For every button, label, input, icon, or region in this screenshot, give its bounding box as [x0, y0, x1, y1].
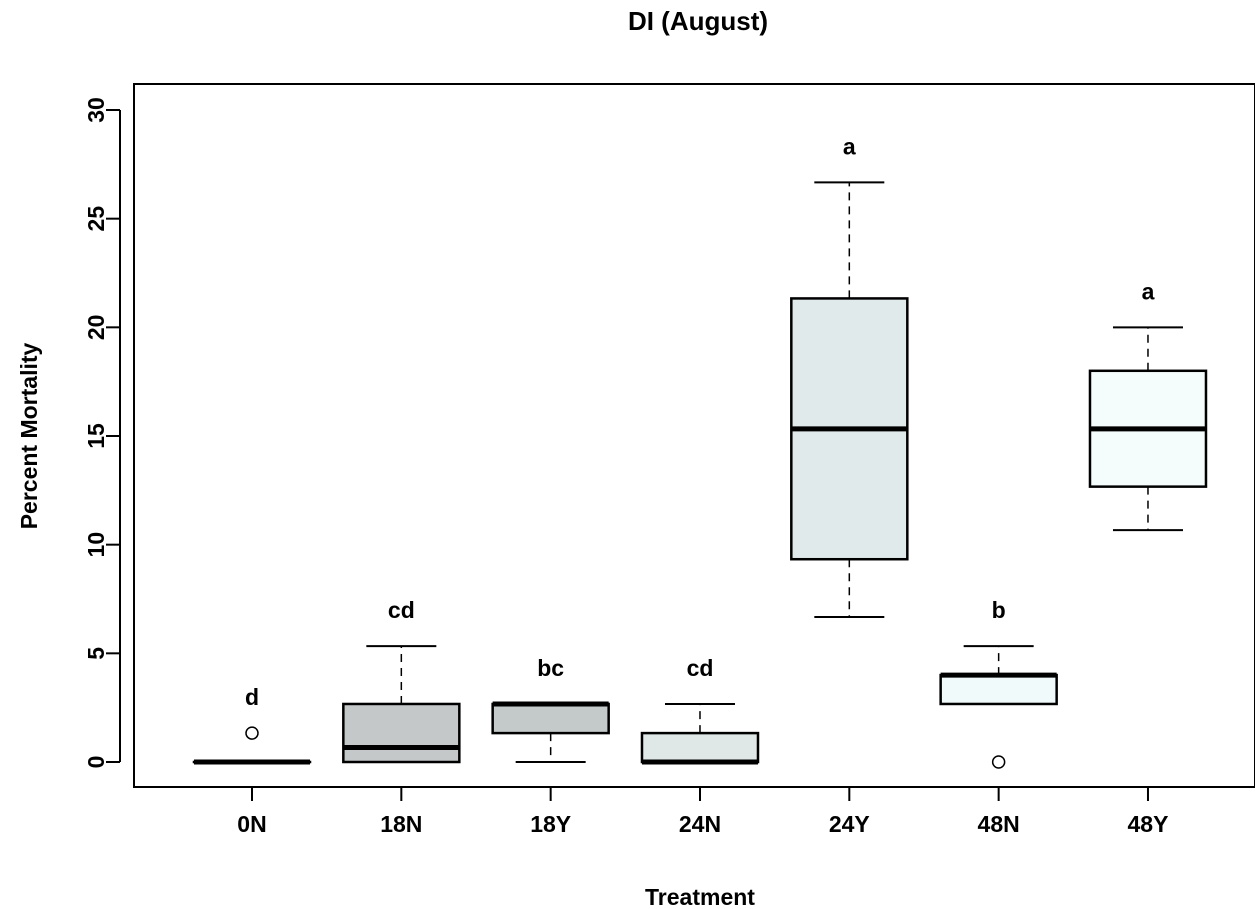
y-tick-label: 15: [83, 423, 109, 449]
significance-letter: cd: [687, 655, 714, 681]
y-tick-label: 0: [83, 756, 109, 769]
x-tick-label: 48Y: [1128, 811, 1169, 837]
box-iqr: [939, 673, 1058, 706]
y-axis: 0 5 10 15 20 25 30: [83, 97, 121, 769]
x-tick-label: 24N: [679, 811, 721, 837]
box-0N: d: [192, 684, 312, 765]
y-tick-label: 30: [83, 97, 109, 123]
outlier-point: [245, 726, 259, 740]
x-axis: 0N 18N 18Y 24N 24Y 48N 48Y: [237, 786, 1169, 837]
significance-letter: a: [1142, 278, 1155, 304]
x-tick-label: 48N: [978, 811, 1020, 837]
box-48Y: a: [1088, 278, 1208, 532]
significance-letter: cd: [388, 597, 415, 623]
x-tick-label: 24Y: [829, 811, 870, 837]
significance-letter: a: [843, 133, 856, 159]
y-tick-label: 20: [83, 315, 109, 341]
y-tick-label: 5: [83, 647, 109, 660]
box-24N: cd: [640, 655, 760, 765]
x-axis-label: Treatment: [645, 884, 755, 909]
y-tick-label: 25: [83, 206, 109, 232]
box-iqr: [640, 731, 760, 764]
significance-letter: bc: [537, 655, 564, 681]
y-tick-label: 10: [83, 532, 109, 558]
box-iqr: [342, 702, 461, 764]
x-tick-label: 18Y: [530, 811, 571, 837]
significance-letter: d: [245, 684, 259, 710]
box-48N: b: [939, 597, 1058, 769]
chart-title: DI (August): [628, 6, 768, 36]
box-18N: cd: [342, 597, 461, 764]
x-tick-label: 0N: [237, 811, 266, 837]
x-tick-label: 18N: [380, 811, 422, 837]
box-24Y: a: [790, 133, 909, 619]
plot-frame: [133, 83, 1255, 788]
box-iqr: [491, 702, 610, 735]
outlier-point: [991, 755, 1006, 769]
boxes: d cd bc cd a b a: [192, 133, 1208, 769]
significance-letter: b: [992, 597, 1006, 623]
box-18Y: bc: [491, 655, 610, 763]
y-axis-label: Percent Mortality: [16, 342, 42, 529]
